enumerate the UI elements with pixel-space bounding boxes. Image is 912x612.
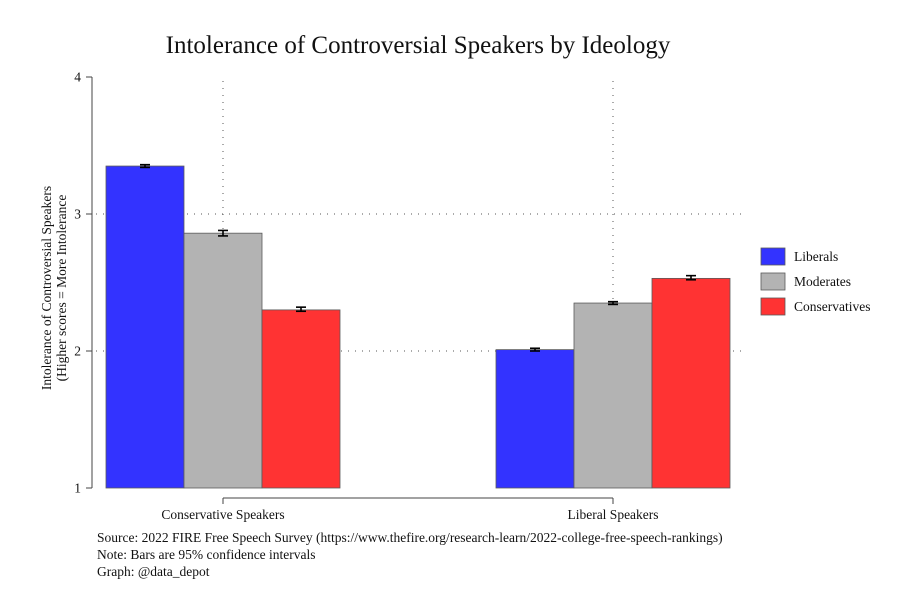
chart-title: Intolerance of Controversial Speakers by… [166, 32, 671, 59]
error-bars [140, 163, 696, 352]
legend-swatch-conservatives [760, 297, 786, 316]
ci-note: Note: Bars are 95% confidence intervals [97, 547, 316, 562]
legend-label-liberals: Liberals [794, 249, 838, 264]
legend-swatch-moderates [760, 272, 786, 291]
y-axis-title-line-1: Intolerance of Controversial Speakers [39, 186, 54, 390]
legend-label-conservatives: Conservatives [794, 299, 871, 314]
x-tick-label: Conservative Speakers [161, 507, 284, 522]
y-axis-title: Intolerance of Controversial Speakers (H… [39, 186, 69, 390]
bar-moderates-liberal-speakers [573, 302, 653, 489]
bars [105, 165, 731, 489]
bar-conservatives-liberal-speakers [651, 277, 731, 489]
bar-liberals-liberal-speakers [495, 349, 575, 489]
bar-moderates-conservative-speakers [183, 232, 263, 489]
x-tick-label: Liberal Speakers [567, 507, 658, 522]
legend-swatch-liberals [760, 247, 786, 266]
legend: Liberals Moderates Conservatives [760, 247, 871, 316]
axes: 1 2 3 4 Conservative Speakers Liberal Speaker… [74, 70, 658, 523]
y-tick-label: 2 [74, 344, 81, 359]
bar-conservatives-conservative-speakers [261, 309, 341, 489]
bar-liberals-conservative-speakers [105, 165, 185, 489]
footnotes: Source: 2022 FIRE Free Speech Survey (ht… [97, 529, 723, 580]
graph-credit: Graph: @data_depot [97, 564, 210, 579]
source-note: Source: 2022 FIRE Free Speech Survey (ht… [97, 530, 723, 545]
y-tick-label: 1 [74, 481, 81, 496]
legend-label-moderates: Moderates [794, 274, 851, 289]
y-tick-label: 3 [74, 207, 81, 222]
y-axis-title-line-2: (Higher scores = More Intolerance [54, 195, 69, 382]
y-tick-label: 4 [74, 70, 81, 85]
